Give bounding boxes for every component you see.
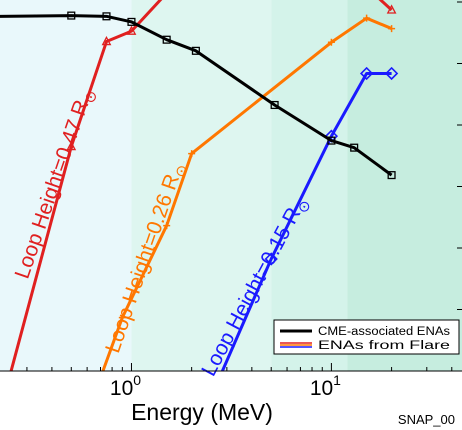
data-point-square: [127, 17, 136, 26]
data-point-plus: [188, 150, 196, 158]
data-point-square: [327, 136, 336, 145]
x-tick-base: 10: [310, 377, 333, 400]
x-tick-exponent: 0: [133, 372, 141, 388]
annotation-subscript: ⊙: [81, 88, 101, 105]
series-line: [9, 0, 393, 371]
legend-label: ENAs from Flare: [318, 340, 450, 352]
data-point-square: [387, 171, 396, 180]
data-point-plus: [118, 314, 126, 322]
data-point-square: [350, 143, 359, 152]
x-tick-exponent: 1: [333, 372, 341, 388]
data-point-triangle: [126, 25, 137, 35]
data-point-square: [102, 12, 111, 21]
data-point-diamond: [264, 252, 278, 266]
background-band: [271, 0, 348, 371]
footer-label: SNAP_00: [398, 412, 455, 427]
x-tick-base: 10: [110, 377, 133, 400]
x-tick-label: 100: [110, 372, 141, 400]
legend-box: [273, 319, 460, 355]
background-band: [0, 0, 132, 371]
data-point-diamond: [359, 66, 374, 81]
data-point-plus: [363, 14, 371, 22]
series-2: [101, 14, 396, 371]
series-line: [221, 71, 392, 371]
x-tick-label: 101: [310, 372, 341, 400]
plot-area: [0, 0, 399, 371]
data-point-triangle: [66, 140, 77, 151]
data-point-square: [191, 46, 200, 55]
data-point-plus: [327, 38, 335, 46]
data-point-square: [162, 35, 171, 44]
data-point-triangle: [386, 4, 397, 14]
data-point-square: [67, 11, 76, 20]
data-point-plus: [163, 222, 171, 230]
data-point-square: [270, 100, 279, 110]
x-axis-label: Energy (MeV): [131, 399, 273, 425]
x-axis: 100 101: [0, 1, 462, 400]
series-line: [0, 14, 393, 177]
legend-entry: CME-associated ENAs: [280, 326, 450, 338]
series-1: [9, 0, 397, 371]
annotation-subscript: ⊙: [172, 163, 192, 180]
legend-entry: ENAs from Flare: [280, 340, 450, 352]
data-point-diamond: [384, 66, 399, 81]
background-band: [347, 0, 462, 371]
data-point-plus: [388, 25, 396, 33]
legend: CME-associated ENAs ENAs from Flare: [273, 319, 460, 355]
plot-background: [0, 0, 462, 371]
data-point-triangle: [101, 35, 112, 46]
legend-label: CME-associated ENAs: [318, 326, 450, 338]
series-0: [0, 11, 396, 180]
